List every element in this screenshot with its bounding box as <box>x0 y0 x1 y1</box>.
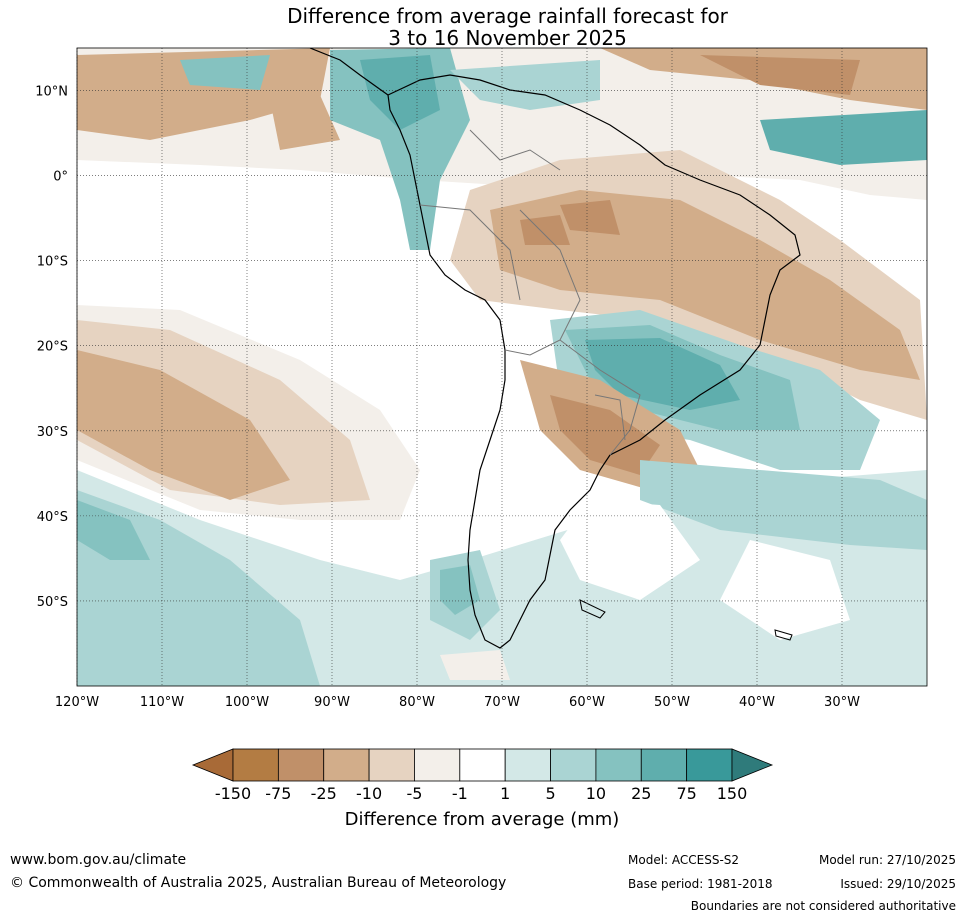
colorbar-tick-label: 5 <box>545 784 555 803</box>
graticule <box>76 48 927 686</box>
lon-tick-label: 120°W <box>55 695 99 710</box>
latitude-labels: 10°N 0° 10°S 20°S 30°S 40°S 50°S <box>35 85 68 610</box>
base-period-text: Base period: 1981-2018 <box>628 877 773 891</box>
colorbar-segment <box>368 748 415 782</box>
lat-tick-label: 30°S <box>37 425 68 440</box>
colorbar: -150 -75 -25 -10 -5 -1 1 5 10 25 75 150 <box>191 748 774 803</box>
colorbar-tick-label: -75 <box>265 784 291 803</box>
lat-tick-label: 10°N <box>35 85 68 100</box>
website-link[interactable]: www.bom.gov.au/climate <box>10 852 187 868</box>
colorbar-tick-label: -5 <box>406 784 422 803</box>
lon-tick-label: 100°W <box>225 695 269 710</box>
colorbar-tick-label: 10 <box>586 784 606 803</box>
colorbar-segment <box>277 748 325 782</box>
colorbar-segment <box>595 748 642 782</box>
lon-tick-label: 90°W <box>314 695 350 710</box>
colorbar-segment <box>686 748 733 782</box>
lon-tick-label: 50°W <box>654 695 690 710</box>
colorbar-tick-label: 25 <box>631 784 651 803</box>
colorbar-tick-label: 75 <box>676 784 696 803</box>
lon-tick-label: 60°W <box>569 695 605 710</box>
lon-tick-label: 110°W <box>140 695 184 710</box>
lat-tick-label: 0° <box>53 170 68 185</box>
colorbar-label: Difference from average (mm) <box>345 809 620 830</box>
map-title-line2: 3 to 16 November 2025 <box>388 26 627 50</box>
disclaimer-text: Boundaries are not considered authoritat… <box>690 899 956 913</box>
lat-tick-label: 40°S <box>37 510 68 525</box>
colorbar-segment <box>640 748 688 782</box>
colorbar-tick-label: 150 <box>717 784 748 803</box>
colorbar-segment <box>550 748 597 782</box>
model-run-text: Model run: 27/10/2025 <box>818 853 956 867</box>
colorbar-tick-label: -150 <box>215 784 251 803</box>
colorbar-tick-label: -10 <box>356 784 382 803</box>
map-frame <box>76 47 928 687</box>
colorbar-tick-label: -25 <box>311 784 337 803</box>
colorbar-extension-low <box>191 748 234 782</box>
colorbar-segment <box>504 748 551 782</box>
lon-tick-label: 80°W <box>399 695 435 710</box>
lon-tick-label: 30°W <box>824 695 860 710</box>
lon-tick-label: 70°W <box>484 695 520 710</box>
map-title-line1: Difference from average rainfall forecas… <box>287 4 728 28</box>
lat-tick-label: 10°S <box>37 255 68 270</box>
model-text: Model: ACCESS-S2 <box>628 853 740 867</box>
continent-outline <box>309 48 801 649</box>
longitude-labels: 120°W 110°W 100°W 90°W 80°W 70°W 60°W 50°W 40°W 3… <box>55 695 860 710</box>
colorbar-tick-label: 1 <box>500 784 510 803</box>
lat-tick-label: 50°S <box>37 595 68 610</box>
colorbar-segment <box>459 748 506 782</box>
issued-text: Issued: 29/10/2025 <box>840 877 956 891</box>
colorbar-tick-label: -1 <box>452 784 468 803</box>
colorbar-segment <box>414 748 461 782</box>
copyright-text: © Commonwealth of Australia 2025, Austra… <box>10 875 507 891</box>
colorbar-extension-high <box>731 748 774 782</box>
lat-tick-label: 20°S <box>37 340 68 355</box>
lon-tick-label: 40°W <box>739 695 775 710</box>
colorbar-segment <box>323 748 370 782</box>
colorbar-segment <box>232 748 279 782</box>
